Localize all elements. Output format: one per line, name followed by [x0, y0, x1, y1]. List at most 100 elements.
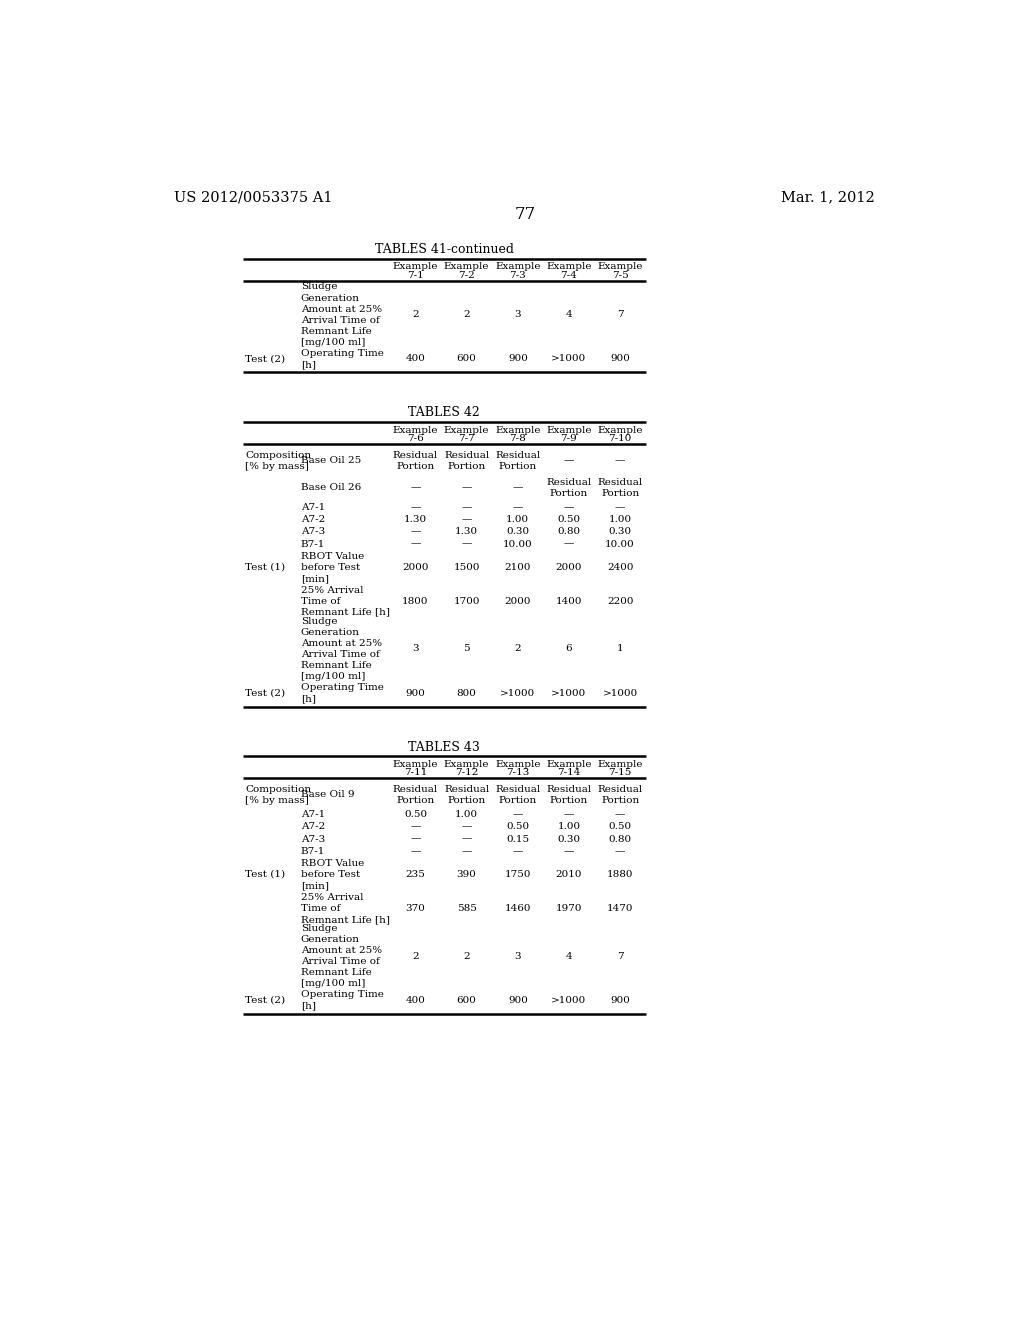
Text: 900: 900: [508, 995, 527, 1005]
Text: 6: 6: [565, 644, 572, 653]
Text: 0.30: 0.30: [506, 528, 529, 536]
Text: 0.50: 0.50: [403, 810, 427, 818]
Text: 1800: 1800: [402, 597, 429, 606]
Text: A7-3: A7-3: [301, 528, 325, 536]
Text: 7-10: 7-10: [608, 434, 632, 444]
Text: Test (1): Test (1): [245, 562, 285, 572]
Text: RBOT Value
before Test
[min]: RBOT Value before Test [min]: [301, 552, 365, 583]
Text: —: —: [513, 810, 523, 818]
Text: 77: 77: [514, 206, 536, 223]
Text: 900: 900: [610, 995, 630, 1005]
Text: 0.50: 0.50: [557, 515, 581, 524]
Text: Residual
Portion: Residual Portion: [547, 785, 592, 805]
Text: Base Oil 25: Base Oil 25: [301, 457, 361, 465]
Text: Sludge
Generation
Amount at 25%
Arrival Time of
Remnant Life
[mg/100 ml]: Sludge Generation Amount at 25% Arrival …: [301, 924, 382, 989]
Text: Residual
Portion: Residual Portion: [597, 478, 643, 498]
Text: 1880: 1880: [607, 870, 634, 879]
Text: 1.00: 1.00: [506, 515, 529, 524]
Text: —: —: [513, 483, 523, 492]
Text: 7-14: 7-14: [557, 768, 581, 777]
Text: 400: 400: [406, 355, 425, 363]
Text: —: —: [411, 834, 421, 843]
Text: 7-2: 7-2: [459, 271, 475, 280]
Text: 2000: 2000: [402, 562, 429, 572]
Text: 2: 2: [464, 952, 470, 961]
Text: 1.00: 1.00: [608, 515, 632, 524]
Text: 2: 2: [413, 952, 419, 961]
Text: Test (1): Test (1): [245, 870, 285, 879]
Text: 1460: 1460: [505, 904, 531, 913]
Text: 7-15: 7-15: [608, 768, 632, 777]
Text: 1470: 1470: [607, 904, 634, 913]
Text: 3: 3: [413, 644, 419, 653]
Text: 1970: 1970: [556, 904, 583, 913]
Text: 7: 7: [616, 310, 624, 319]
Text: —: —: [513, 503, 523, 512]
Text: Example: Example: [495, 760, 541, 768]
Text: —: —: [411, 540, 421, 549]
Text: Composition
[% by mass]: Composition [% by mass]: [245, 450, 311, 471]
Text: Residual
Portion: Residual Portion: [597, 785, 643, 805]
Text: —: —: [411, 503, 421, 512]
Text: 3: 3: [514, 310, 521, 319]
Text: 2000: 2000: [556, 562, 583, 572]
Text: —: —: [615, 503, 626, 512]
Text: 7-1: 7-1: [408, 271, 424, 280]
Text: 0.80: 0.80: [557, 528, 581, 536]
Text: 2200: 2200: [607, 597, 634, 606]
Text: US 2012/0053375 A1: US 2012/0053375 A1: [174, 191, 333, 205]
Text: 1750: 1750: [505, 870, 531, 879]
Text: 5: 5: [464, 644, 470, 653]
Text: 2: 2: [464, 310, 470, 319]
Text: —: —: [564, 457, 574, 465]
Text: 25% Arrival
Time of
Remnant Life [h]: 25% Arrival Time of Remnant Life [h]: [301, 892, 390, 924]
Text: 10.00: 10.00: [605, 540, 635, 549]
Text: 1: 1: [616, 644, 624, 653]
Text: Base Oil 26: Base Oil 26: [301, 483, 361, 492]
Text: 0.30: 0.30: [557, 834, 581, 843]
Text: —: —: [411, 528, 421, 536]
Text: 7-6: 7-6: [408, 434, 424, 444]
Text: 7-8: 7-8: [510, 434, 526, 444]
Text: Example: Example: [597, 760, 643, 768]
Text: 2: 2: [514, 644, 521, 653]
Text: 400: 400: [406, 995, 425, 1005]
Text: 2010: 2010: [556, 870, 583, 879]
Text: 2000: 2000: [505, 597, 531, 606]
Text: 7-13: 7-13: [506, 768, 529, 777]
Text: —: —: [462, 847, 472, 855]
Text: >1000: >1000: [602, 689, 638, 698]
Text: Test (2): Test (2): [245, 355, 285, 363]
Text: Residual
Portion: Residual Portion: [444, 785, 489, 805]
Text: 900: 900: [508, 355, 527, 363]
Text: A7-3: A7-3: [301, 834, 325, 843]
Text: 3: 3: [514, 952, 521, 961]
Text: Composition
[% by mass]: Composition [% by mass]: [245, 785, 311, 805]
Text: Example: Example: [495, 263, 541, 272]
Text: A7-2: A7-2: [301, 515, 325, 524]
Text: Example: Example: [546, 263, 592, 272]
Text: 0.15: 0.15: [506, 834, 529, 843]
Text: 1.30: 1.30: [403, 515, 427, 524]
Text: —: —: [462, 515, 472, 524]
Text: 1.00: 1.00: [455, 810, 478, 818]
Text: Residual
Portion: Residual Portion: [393, 785, 438, 805]
Text: TABLES 43: TABLES 43: [409, 741, 480, 754]
Text: —: —: [462, 822, 472, 832]
Text: >1000: >1000: [551, 355, 587, 363]
Text: Example: Example: [393, 425, 438, 434]
Text: 900: 900: [610, 355, 630, 363]
Text: 585: 585: [457, 904, 476, 913]
Text: Operating Time
[h]: Operating Time [h]: [301, 348, 384, 370]
Text: A7-1: A7-1: [301, 810, 325, 818]
Text: 1.00: 1.00: [557, 822, 581, 832]
Text: 25% Arrival
Time of
Remnant Life [h]: 25% Arrival Time of Remnant Life [h]: [301, 586, 390, 616]
Text: Example: Example: [444, 263, 489, 272]
Text: B7-1: B7-1: [301, 847, 326, 855]
Text: TABLES 41-continued: TABLES 41-continued: [375, 243, 514, 256]
Text: 1700: 1700: [454, 597, 480, 606]
Text: —: —: [615, 457, 626, 465]
Text: —: —: [462, 540, 472, 549]
Text: TABLES 42: TABLES 42: [409, 407, 480, 420]
Text: Sludge
Generation
Amount at 25%
Arrival Time of
Remnant Life
[mg/100 ml]: Sludge Generation Amount at 25% Arrival …: [301, 616, 382, 681]
